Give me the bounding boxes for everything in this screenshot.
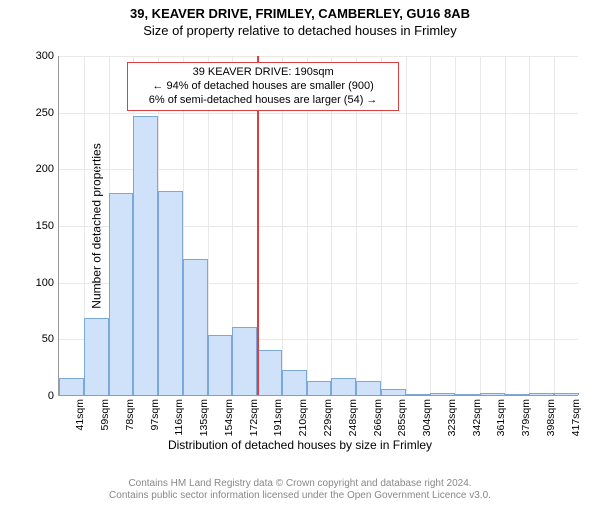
histogram-bar <box>455 394 480 395</box>
x-tick: 285sqm <box>396 399 408 436</box>
histogram-bar <box>430 393 455 395</box>
x-tick: 248sqm <box>347 399 359 436</box>
histogram-bar <box>109 193 134 395</box>
chart-title-address: 39, KEAVER DRIVE, FRIMLEY, CAMBERLEY, GU… <box>0 6 600 21</box>
x-tick: 191sqm <box>272 399 284 436</box>
annotation-line1: 39 KEAVER DRIVE: 190sqm <box>134 66 392 80</box>
histogram-bar <box>84 318 109 395</box>
histogram-bar <box>133 116 158 395</box>
histogram-bar <box>529 393 554 395</box>
gridline-h <box>59 56 578 57</box>
x-tick: 97sqm <box>149 399 161 431</box>
footer-line1: Contains HM Land Registry data © Crown c… <box>0 478 600 490</box>
chart-title-description: Size of property relative to detached ho… <box>0 23 600 38</box>
x-tick: 154sqm <box>223 399 235 436</box>
histogram-bar <box>331 378 356 395</box>
y-tick: 200 <box>24 163 54 175</box>
gridline-v <box>554 56 555 395</box>
x-tick: 210sqm <box>297 399 309 436</box>
footer-line2: Contains public sector information licen… <box>0 490 600 502</box>
histogram-bar <box>307 381 332 395</box>
x-tick: 135sqm <box>198 399 210 436</box>
annotation-line2: ← 94% of detached houses are smaller (90… <box>134 80 392 94</box>
x-tick: 361sqm <box>495 399 507 436</box>
gridline-v <box>455 56 456 395</box>
annotation-line3: 6% of semi-detached houses are larger (5… <box>134 94 392 108</box>
histogram-bar <box>59 378 84 395</box>
footer-attribution: Contains HM Land Registry data © Crown c… <box>0 478 600 502</box>
plot-region: 39 KEAVER DRIVE: 190sqm← 94% of detached… <box>58 56 578 396</box>
x-tick: 172sqm <box>248 399 260 436</box>
x-tick: 304sqm <box>421 399 433 436</box>
x-tick: 398sqm <box>545 399 557 436</box>
x-tick: 59sqm <box>99 399 111 431</box>
x-tick: 342sqm <box>471 399 483 436</box>
x-tick: 323sqm <box>446 399 458 436</box>
gridline-h <box>59 113 578 114</box>
x-axis-label: Distribution of detached houses by size … <box>0 438 600 452</box>
chart-area: Number of detached properties 39 KEAVER … <box>58 56 578 396</box>
x-tick: 78sqm <box>124 399 136 431</box>
histogram-bar <box>480 393 505 395</box>
gridline-v <box>430 56 431 395</box>
gridline-v <box>406 56 407 395</box>
y-tick: 150 <box>24 220 54 232</box>
gridline-v <box>505 56 506 395</box>
histogram-bar <box>257 350 282 395</box>
histogram-bar <box>158 191 183 395</box>
x-tick: 116sqm <box>173 399 185 436</box>
x-tick: 229sqm <box>322 399 334 436</box>
histogram-bar <box>282 370 307 395</box>
y-tick: 250 <box>24 107 54 119</box>
x-tick: 266sqm <box>372 399 384 436</box>
histogram-bar <box>232 327 257 395</box>
histogram-bar <box>505 394 530 395</box>
x-tick: 417sqm <box>570 399 582 436</box>
histogram-bar <box>406 394 431 395</box>
gridline-v <box>529 56 530 395</box>
histogram-bar <box>208 335 233 395</box>
y-tick: 0 <box>24 390 54 402</box>
histogram-bar <box>356 381 381 395</box>
y-tick: 100 <box>24 277 54 289</box>
annotation-box: 39 KEAVER DRIVE: 190sqm← 94% of detached… <box>127 62 399 111</box>
gridline-v <box>480 56 481 395</box>
x-tick: 41sqm <box>74 399 86 431</box>
histogram-bar <box>183 259 208 395</box>
x-tick: 379sqm <box>520 399 532 436</box>
y-tick: 300 <box>24 50 54 62</box>
y-tick: 50 <box>24 333 54 345</box>
histogram-bar <box>381 389 406 395</box>
histogram-bar <box>554 393 579 395</box>
